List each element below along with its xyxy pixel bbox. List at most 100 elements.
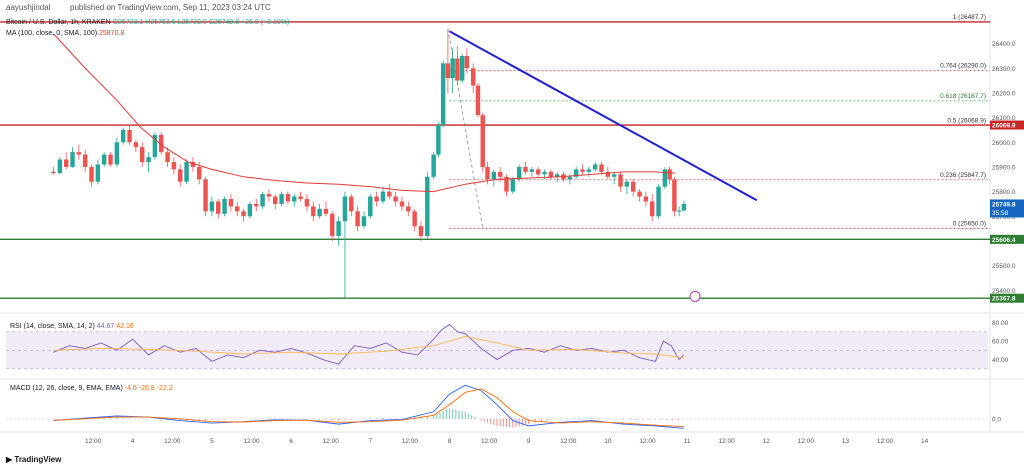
time-tick-label: 9 (527, 438, 531, 445)
macd-histogram-bar (109, 417, 112, 419)
candle-body (114, 142, 120, 165)
time-tick-label: 11 (684, 438, 691, 445)
macd-histogram-bar (369, 417, 371, 419)
macd-histogram-bar (642, 418, 644, 420)
candle-body (63, 159, 69, 167)
macd-histogram-bar (654, 418, 656, 420)
candle-body (650, 201, 655, 217)
time-tick-label: 12:00 (164, 438, 181, 445)
macd-histogram-bar (179, 418, 181, 421)
candle-body (497, 171, 503, 177)
macd-histogram-bar (521, 418, 523, 426)
macd-line (53, 384, 684, 429)
candle-body (406, 206, 411, 212)
macd-histogram-bar (433, 415, 435, 419)
time-tick-label: 12:00 (481, 438, 498, 445)
rsi-value: 44.67 (96, 323, 115, 330)
fib-level-label: 0.618 (26167.7) (940, 93, 986, 100)
macd-histogram-bar (591, 417, 593, 419)
candle-body (412, 211, 417, 227)
candle-body (70, 152, 75, 167)
candle-body (656, 186, 661, 217)
macd-histogram-bar (493, 418, 495, 425)
price-tag-label: 25606.4 (992, 237, 1016, 244)
macd-histogram-bar (547, 418, 549, 421)
macd-histogram-bar (486, 418, 489, 423)
macd-histogram-bar (666, 418, 668, 420)
chart-area[interactable]: 25400.025500.025600.025700.025800.025900… (0, 0, 1024, 452)
candle-body (599, 164, 604, 172)
ma-legend: MA (100, close, 0, SMA, 100) 25870.8 (6, 30, 124, 37)
macd-histogram-bar (452, 408, 454, 419)
candle-body (554, 174, 560, 177)
candle-body (89, 166, 94, 182)
macd-histogram-bar (401, 418, 403, 419)
rsi-tick-label: 80.00 (992, 320, 1009, 327)
time-tick-label: 12:00 (798, 438, 815, 445)
macd-histogram-bar (128, 418, 131, 419)
candle-body (510, 179, 516, 192)
macd-histogram-bar (566, 418, 568, 419)
candle-body (361, 216, 367, 227)
macd-histogram-bar (677, 418, 679, 421)
time-tick-label: 12:00 (639, 438, 656, 445)
candle-body (548, 171, 554, 177)
price-tag (990, 199, 1024, 218)
macd-histogram-bar (597, 418, 599, 419)
macd-histogram-bar (471, 415, 473, 419)
macd-histogram-bar (445, 409, 447, 419)
candle-body (285, 194, 291, 202)
candle-body (317, 208, 322, 217)
macd-histogram-bar (319, 418, 321, 420)
macd-histogram-bar (648, 418, 650, 420)
time-tick-label: 12 (763, 438, 771, 445)
time-tick-label: 14 (921, 438, 929, 445)
candle-body (480, 115, 485, 167)
candle-body (586, 169, 592, 172)
bearish-trend-line (449, 30, 758, 202)
candle-body (51, 171, 56, 174)
time-tick-label: 12:00 (877, 438, 894, 445)
time-tick-label: 6 (289, 438, 293, 445)
rsi-title: RSI (14, close, SMA, 14, 2) (10, 323, 95, 330)
ma-label: MA (100, close, 0, SMA, 100) (6, 30, 98, 37)
candle-body (580, 169, 585, 172)
candle-body (336, 221, 341, 236)
candle-body (431, 154, 436, 177)
macd-histogram-bar (223, 418, 226, 420)
price-tick-label: 25500.0 (992, 263, 1016, 270)
macd-histogram-bar (217, 418, 219, 420)
price-tick-label: 26200.0 (992, 90, 1016, 97)
time-tick-label: 4 (131, 438, 135, 445)
candle-body (368, 196, 373, 217)
candle-body (618, 174, 623, 187)
macd-histogram-bar (572, 417, 574, 419)
candle-body (573, 169, 579, 177)
candle-body (260, 194, 265, 207)
macd-histogram-bar (509, 418, 511, 428)
time-tick-label: 12:00 (243, 438, 260, 445)
macd-histogram-bar (616, 418, 618, 420)
time-tick-label: 5 (210, 438, 214, 445)
candle-body (542, 171, 547, 175)
candle-body (152, 134, 158, 158)
author-name: aayushjindal (6, 3, 51, 12)
candle-body (235, 206, 240, 212)
candle-body (273, 196, 278, 204)
macd-histogram-bar (261, 418, 264, 419)
macd-histogram-bar (280, 418, 283, 419)
macd-histogram-bar (474, 417, 476, 419)
candle-body (516, 166, 522, 180)
macd-histogram-bar (122, 417, 124, 419)
macd-histogram-bar (502, 418, 504, 427)
moving-average-line (53, 33, 676, 193)
candle-body (216, 201, 221, 214)
candle-body (292, 196, 297, 202)
candle-body (440, 63, 446, 125)
candle-body (120, 129, 126, 143)
time-tick-label: 12:00 (402, 438, 419, 445)
macd-histogram-bar (116, 417, 118, 419)
macd-histogram-bar (388, 417, 390, 419)
macd-legend: MACD (12, 26, close, 9, EMA, EMA) -4.6 -… (10, 385, 173, 392)
candle-body (247, 203, 253, 217)
